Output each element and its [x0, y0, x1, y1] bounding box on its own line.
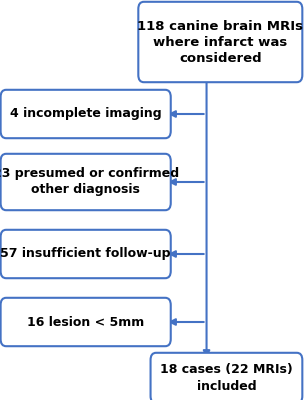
FancyBboxPatch shape [1, 230, 171, 278]
FancyBboxPatch shape [1, 90, 171, 138]
FancyBboxPatch shape [138, 2, 302, 82]
Text: 18 cases (22 MRIs)
included: 18 cases (22 MRIs) included [160, 364, 293, 392]
FancyBboxPatch shape [1, 154, 171, 210]
Text: 4 incomplete imaging: 4 incomplete imaging [10, 108, 162, 120]
Text: 16 lesion < 5mm: 16 lesion < 5mm [27, 316, 144, 328]
Text: 57 insufficient follow-up: 57 insufficient follow-up [0, 248, 171, 260]
Text: 118 canine brain MRIs
where infarct was
considered: 118 canine brain MRIs where infarct was … [137, 20, 303, 64]
Text: 23 presumed or confirmed
other diagnosis: 23 presumed or confirmed other diagnosis [0, 168, 179, 196]
FancyBboxPatch shape [151, 353, 302, 400]
FancyBboxPatch shape [1, 298, 171, 346]
